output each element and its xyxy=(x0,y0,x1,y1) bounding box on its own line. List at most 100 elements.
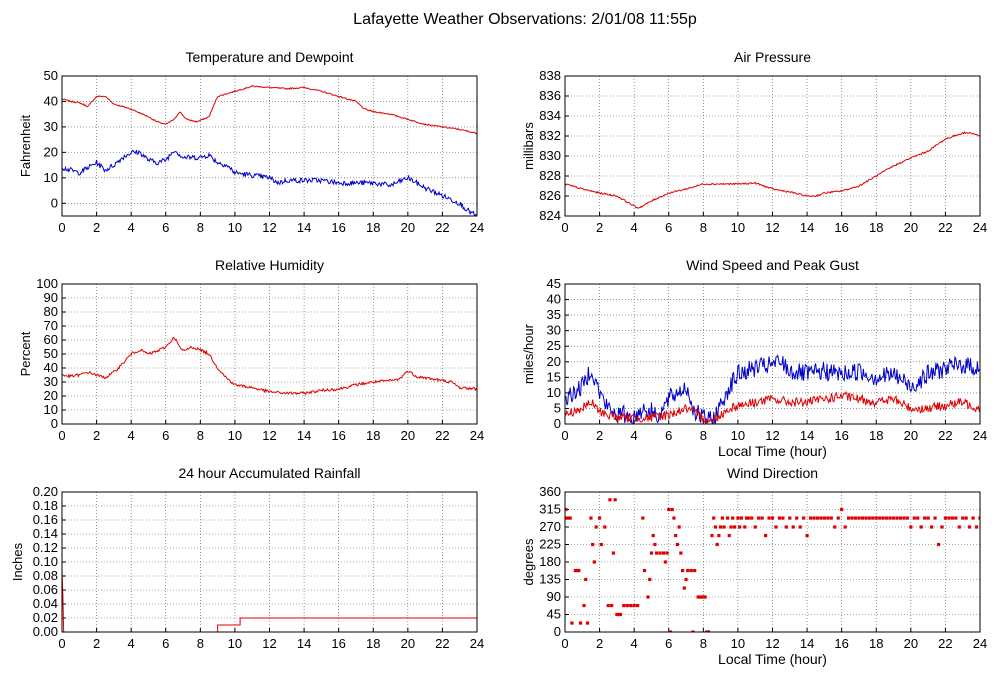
x-tick-label: 6 xyxy=(162,428,169,443)
direction-point xyxy=(668,630,673,632)
direction-point xyxy=(661,551,666,555)
direction-point xyxy=(895,516,899,520)
y-tick-label: 135 xyxy=(539,572,561,587)
x-tick-label: 6 xyxy=(665,220,672,235)
direction-point xyxy=(936,542,941,547)
x-tick-label: 14 xyxy=(297,220,311,235)
direction-point xyxy=(919,525,923,529)
direction-point xyxy=(947,516,951,520)
y-tick-label: 10 xyxy=(547,385,561,400)
direction-point xyxy=(684,577,688,582)
direction-point xyxy=(826,516,830,520)
y-tick-label: 838 xyxy=(539,68,561,83)
x-tick-label: 14 xyxy=(800,220,814,235)
y-tick-label: 40 xyxy=(44,360,58,375)
direction-point xyxy=(940,525,944,529)
x-tick-label: 4 xyxy=(631,220,638,235)
direction-point xyxy=(874,516,878,520)
direction-point xyxy=(722,525,726,529)
direction-point xyxy=(606,603,610,608)
direction-point xyxy=(916,516,920,520)
direction-point xyxy=(812,516,816,520)
direction-point xyxy=(632,603,636,608)
direction-point xyxy=(622,603,626,608)
y-tick-label: 40 xyxy=(44,93,58,108)
direction-point xyxy=(648,577,652,582)
direction-point xyxy=(923,516,927,520)
x-tick-label: 22 xyxy=(938,220,952,235)
y-tick-label: 0.00 xyxy=(33,624,58,639)
direction-point xyxy=(760,516,764,520)
x-tick-label: 2 xyxy=(596,636,603,651)
direction-point xyxy=(603,525,607,529)
x-tick-label: 20 xyxy=(401,636,415,651)
direction-point xyxy=(642,568,647,573)
x-tick-label: 6 xyxy=(665,428,672,443)
direction-point xyxy=(719,525,723,529)
direction-point xyxy=(743,525,747,529)
y-tick-label: 0.18 xyxy=(33,498,58,513)
direction-point xyxy=(646,595,650,599)
direction-point xyxy=(575,568,579,573)
y-tick-label: 270 xyxy=(539,519,561,534)
direction-point xyxy=(808,516,813,520)
y-tick-label: 315 xyxy=(539,502,561,517)
x-tick-label: 18 xyxy=(366,428,380,443)
direction-point xyxy=(898,516,903,520)
direction-point xyxy=(592,560,596,564)
y-tick-label: 15 xyxy=(547,369,561,384)
direction-point xyxy=(867,516,871,520)
panel-title: Wind Speed and Peak Gust xyxy=(686,257,859,273)
direction-point xyxy=(971,516,975,520)
direction-point xyxy=(770,516,775,520)
direction-point xyxy=(700,595,704,599)
y-tick-label: 0.02 xyxy=(33,610,58,625)
y-tick-label: 30 xyxy=(547,323,561,338)
direction-point xyxy=(943,516,948,520)
x-tick-label: 4 xyxy=(128,220,135,235)
direction-point xyxy=(950,516,954,520)
x-tick-label: 20 xyxy=(401,220,415,235)
x-tick-label: 16 xyxy=(834,220,848,235)
x-tick-label: 2 xyxy=(93,220,100,235)
direction-point xyxy=(691,630,695,632)
direction-point xyxy=(658,551,662,555)
x-tick-label: 12 xyxy=(262,636,276,651)
x-tick-label: 16 xyxy=(331,428,345,443)
direction-point xyxy=(891,516,896,520)
direction-point xyxy=(617,612,621,617)
y-tick-label: 0 xyxy=(554,416,561,431)
y-tick-label: 5 xyxy=(554,400,561,415)
x-tick-label: 10 xyxy=(228,636,242,651)
direction-point xyxy=(843,525,847,529)
plot-area xyxy=(62,336,477,396)
direction-point xyxy=(565,507,568,512)
y-tick-label: 50 xyxy=(44,346,58,361)
direction-point xyxy=(909,525,913,529)
direction-point xyxy=(791,525,795,529)
direction-point xyxy=(968,525,972,529)
x-tick-label: 4 xyxy=(128,428,135,443)
direction-point xyxy=(802,516,806,520)
y-axis-label: Fahrenheit xyxy=(18,115,33,178)
x-tick-label: 4 xyxy=(631,428,638,443)
direction-point xyxy=(686,568,690,573)
y-tick-label: 225 xyxy=(539,537,561,552)
direction-point xyxy=(978,516,980,520)
direction-point xyxy=(926,516,930,520)
y-tick-label: 20 xyxy=(547,354,561,369)
y-axis-label: degrees xyxy=(521,538,536,585)
series-line-blue xyxy=(565,354,980,424)
direction-point xyxy=(698,595,702,599)
direction-point xyxy=(739,516,743,520)
x-tick-label: 24 xyxy=(470,220,484,235)
direction-point xyxy=(798,525,802,529)
direction-point xyxy=(594,525,598,529)
direction-point xyxy=(767,516,771,520)
direction-point xyxy=(738,525,742,529)
direction-point xyxy=(744,516,749,520)
